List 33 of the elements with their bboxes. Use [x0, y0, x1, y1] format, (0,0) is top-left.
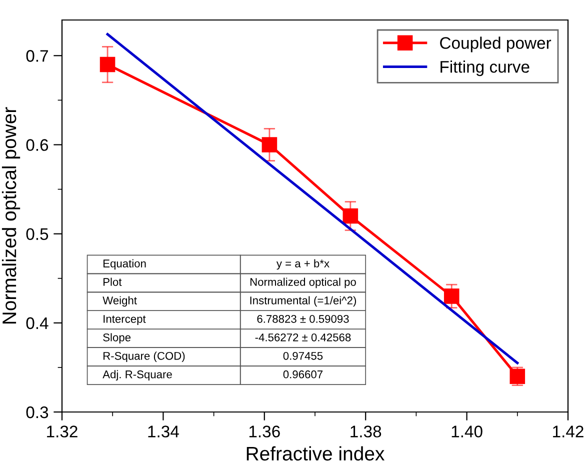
- legend-label: Coupled power: [440, 36, 552, 52]
- annotation: y = a + b*x: [276, 259, 330, 270]
- y-tick-label: 0.7: [26, 50, 48, 62]
- annotation: 0.97455: [283, 352, 323, 360]
- x-tick-label: 1.34: [148, 426, 179, 438]
- point: [100, 56, 116, 72]
- x-tick-label: 1.42: [553, 426, 584, 438]
- y-tick-label: 0.3: [26, 406, 48, 418]
- x-axis-title: Refractive index: [246, 446, 384, 461]
- annotation: Normalized optical po: [250, 278, 356, 288]
- annotation: R-Square (COD): [104, 352, 185, 362]
- annotation: Equation: [104, 259, 146, 270]
- annotation: Adj. R-Square: [102, 370, 172, 380]
- annotation: Weight: [102, 296, 137, 307]
- legend-label: Fitting curve: [440, 60, 530, 76]
- x-tick-label: 1.32: [47, 426, 78, 438]
- point: [262, 137, 278, 152]
- annotation: Instrumental (=1/ei^2): [250, 296, 356, 307]
- x-tick-label: 1.36: [249, 426, 280, 438]
- x-tick-label: 1.40: [452, 426, 482, 438]
- annotation: 6.78823 ± 0.59093: [257, 314, 349, 323]
- y-tick-label: 0.4: [26, 317, 48, 330]
- y-tick-label: 0.5: [26, 228, 48, 240]
- point: [444, 288, 460, 304]
- y-tick-label: 0.6: [26, 139, 48, 151]
- y-axis-title: Normalized optical power: [2, 107, 20, 324]
- annotation: Intercept: [104, 315, 146, 326]
- point: [342, 208, 358, 224]
- annotation: -4.56272 ± 0.42568: [255, 333, 351, 342]
- x-tick-label: 1.38: [350, 426, 382, 438]
- annotation: Slope: [103, 333, 131, 344]
- annotation: Plot: [104, 278, 122, 286]
- annotation: 0.96607: [283, 370, 323, 378]
